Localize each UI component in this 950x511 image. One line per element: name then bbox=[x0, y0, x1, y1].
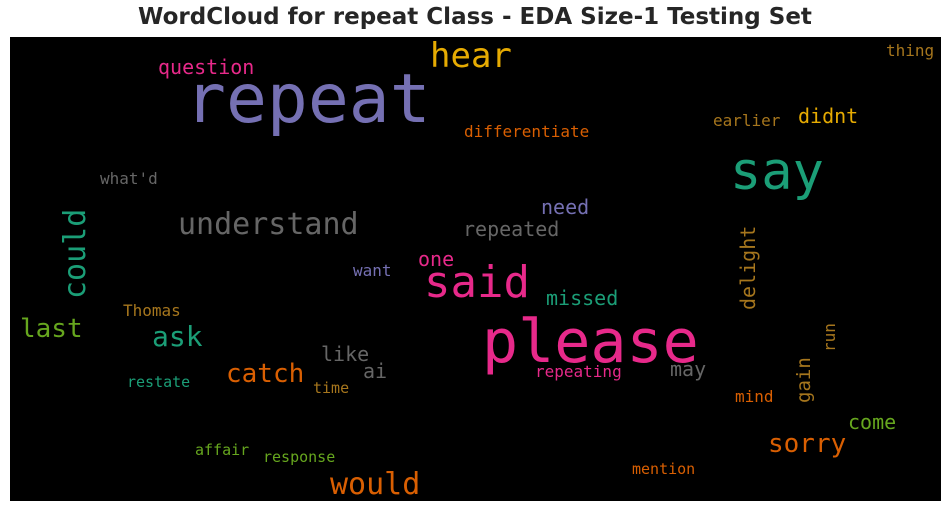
word-hear: hear bbox=[430, 37, 512, 76]
word-ask: ask bbox=[152, 320, 203, 353]
word-affair: affair bbox=[195, 441, 249, 459]
word-response: response bbox=[263, 448, 335, 466]
word-missed: missed bbox=[546, 286, 618, 310]
word-what-d: what'd bbox=[100, 169, 158, 188]
word-gain: gain bbox=[793, 357, 815, 403]
chart-title: WordCloud for repeat Class - EDA Size-1 … bbox=[138, 4, 812, 30]
word-repeat: repeat bbox=[185, 60, 431, 139]
word-time: time bbox=[313, 379, 349, 397]
word-last: last bbox=[20, 314, 83, 344]
word-catch: catch bbox=[226, 359, 304, 389]
word-sorry: sorry bbox=[768, 429, 846, 459]
word-run: run bbox=[820, 323, 839, 352]
word-one: one bbox=[418, 247, 454, 271]
word-say: say bbox=[730, 142, 824, 202]
word-didnt: didnt bbox=[798, 104, 858, 128]
word-mention: mention bbox=[632, 460, 695, 478]
word-like: like bbox=[321, 342, 369, 366]
word-could: could bbox=[58, 209, 93, 299]
word-repeated: repeated bbox=[463, 217, 559, 241]
wordcloud-svg: repeat please say said hear understand could wo… bbox=[20, 37, 934, 501]
word-understand: understand bbox=[178, 207, 359, 242]
word-earlier: earlier bbox=[713, 111, 781, 130]
word-delight: delight bbox=[736, 226, 760, 310]
word-question: question bbox=[158, 55, 254, 79]
word-restate: restate bbox=[127, 373, 190, 391]
word-please: please bbox=[482, 307, 699, 377]
word-thing: thing bbox=[886, 41, 934, 60]
word-said: said bbox=[424, 257, 530, 308]
wordcloud-canvas: repeat please say said hear understand could wo… bbox=[10, 37, 941, 501]
word-need: need bbox=[541, 195, 589, 219]
word-may: may bbox=[670, 357, 706, 381]
word-mind: mind bbox=[735, 387, 774, 406]
word-differentiate: differentiate bbox=[464, 122, 589, 141]
word-thomas: Thomas bbox=[123, 301, 181, 320]
word-want: want bbox=[353, 261, 392, 280]
word-ai: ai bbox=[363, 359, 387, 383]
word-would: would bbox=[330, 467, 420, 501]
word-come: come bbox=[848, 410, 896, 434]
word-repeating: repeating bbox=[535, 362, 622, 381]
